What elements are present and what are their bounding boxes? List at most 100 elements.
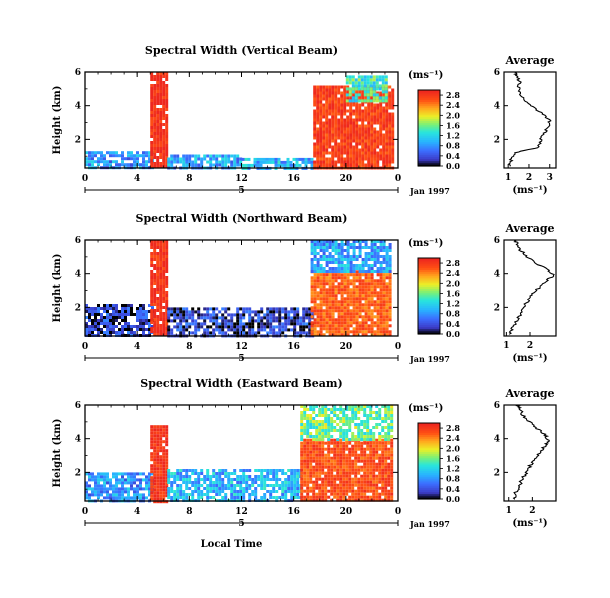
heat-cell: [221, 319, 225, 323]
heat-cell: [179, 487, 183, 490]
heat-cell: [376, 267, 380, 270]
heat-cell: [388, 297, 392, 301]
heat-cell: [345, 99, 349, 103]
heat-cell: [342, 444, 346, 448]
heat-cell: [303, 432, 307, 435]
heat-cell: [339, 492, 343, 496]
heat-cell: [275, 472, 279, 475]
heat-cell: [343, 297, 347, 301]
heat-cell: [325, 109, 329, 113]
heat-cell: [153, 327, 157, 330]
heat-cell: [145, 163, 148, 167]
heat-cell: [384, 90, 388, 94]
day-label: 5: [238, 354, 244, 364]
heat-cell: [165, 294, 169, 297]
heat-cell: [162, 264, 166, 267]
heat-cell: [367, 294, 371, 298]
heat-cell: [296, 496, 300, 499]
heat-cell: [173, 310, 177, 314]
heat-cell: [328, 333, 332, 337]
heat-cell: [236, 490, 240, 493]
heat-cell: [221, 469, 225, 472]
heat-cell: [358, 294, 362, 298]
heat-cell: [361, 258, 365, 261]
heat-cell: [375, 75, 379, 79]
heat-cell: [364, 151, 368, 155]
heat-cell: [376, 145, 380, 149]
heat-cell: [159, 93, 163, 96]
heat-cell: [159, 264, 163, 267]
heat-cell: [361, 291, 365, 295]
heat-cell: [109, 154, 112, 158]
colorbar-swatch: [418, 451, 440, 454]
heat-cell: [363, 411, 367, 414]
heat-cell: [156, 485, 160, 489]
heat-cell: [209, 154, 213, 158]
heat-cell: [337, 288, 341, 292]
heat-cell: [309, 471, 313, 475]
heat-cell: [316, 151, 320, 155]
heat-cell: [165, 105, 169, 108]
average-profile-line: [512, 404, 550, 500]
heat-cell: [239, 487, 243, 490]
heat-cell: [352, 321, 356, 325]
heat-cell: [384, 483, 388, 487]
heat-cell: [136, 151, 139, 155]
heat-cell: [127, 310, 130, 313]
heat-cell: [278, 310, 282, 314]
heat-cell: [342, 420, 346, 423]
heat-cell: [121, 160, 124, 164]
heat-cell: [109, 496, 112, 500]
heat-cell: [373, 330, 377, 334]
heat-cell: [284, 316, 288, 320]
heat-cell: [182, 478, 186, 481]
heat-cell: [165, 93, 169, 96]
heat-cell: [343, 282, 347, 286]
heat-cell: [206, 475, 210, 478]
heat-cell: [387, 429, 391, 432]
heat-cell: [227, 481, 231, 484]
heat-cell: [218, 484, 222, 487]
heat-cell: [139, 493, 142, 497]
heat-cell: [185, 481, 189, 484]
colorbar-swatch: [418, 326, 440, 329]
heat-cell: [366, 75, 370, 79]
heat-cell: [121, 475, 124, 479]
heat-cell: [91, 325, 94, 328]
heat-cell: [97, 487, 100, 491]
heat-cell: [310, 321, 314, 325]
heat-cell: [150, 114, 154, 117]
heat-cell: [121, 490, 124, 494]
heat-cell: [363, 420, 367, 423]
heat-cell: [334, 115, 338, 119]
heat-cell: [337, 333, 341, 337]
heat-cell: [266, 490, 270, 493]
heat-cell: [363, 93, 367, 97]
heat-cell: [381, 450, 385, 454]
heat-cell: [328, 163, 332, 167]
heat-cell: [381, 447, 385, 451]
heat-cell: [328, 139, 332, 143]
heat-cell: [212, 331, 216, 335]
heat-cell: [269, 484, 273, 487]
heat-cell: [379, 285, 383, 289]
heat-cell: [287, 313, 291, 317]
heat-cell: [133, 160, 136, 164]
heat-cell: [286, 163, 290, 167]
heat-cell: [165, 258, 169, 261]
heat-cell: [343, 103, 347, 107]
heat-cell: [303, 495, 307, 499]
heat-cell: [352, 243, 356, 246]
colorbar-tick-label: 0.8: [446, 141, 460, 151]
heat-cell: [360, 498, 364, 502]
heat-cell: [153, 108, 157, 111]
heat-cell: [376, 91, 380, 95]
heat-cell: [91, 154, 94, 158]
heat-cell: [346, 157, 350, 161]
heat-cell: [385, 124, 389, 128]
heat-cell: [159, 443, 163, 447]
heat-cell: [162, 102, 166, 105]
heat-cell: [342, 456, 346, 460]
heat-cell: [370, 315, 374, 319]
heat-cell: [182, 316, 186, 320]
